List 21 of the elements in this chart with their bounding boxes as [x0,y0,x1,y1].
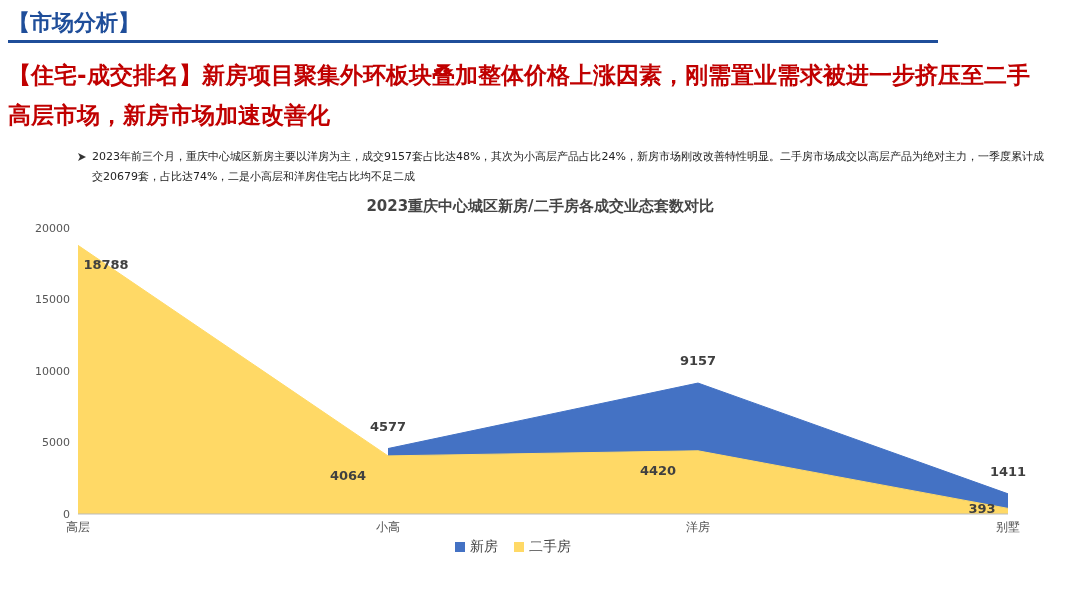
y-tick-label: 15000 [35,293,70,307]
y-tick-label: 10000 [35,364,70,378]
data-label: 9157 [679,353,717,369]
x-tick-label: 别墅 [996,519,1020,534]
data-label: 4577 [369,418,407,434]
data-label: 4064 [329,467,367,483]
data-label: 1411 [989,463,1027,479]
data-label: 393 [968,501,996,517]
y-tick-label: 20000 [35,221,70,235]
y-tick-label: 0 [63,507,70,521]
data-label: 4420 [639,462,677,478]
text: 【市场分析】 [8,8,938,43]
y-tick-label: 5000 [42,436,70,450]
legend-label: 二手房 [528,538,571,556]
x-tick-label: 洋房 [686,519,710,534]
text: 【住宅-成交排名】新房项目聚集外环板块叠加整体价格上涨因素，刚需置业需求被进一步挤压至二手高层市场，新房市场加速改善化 [8,61,1031,130]
legend-label: 新房 [469,538,498,556]
x-tick-label: 小高 [376,519,400,534]
text: 2023年前三个月，重庆中心城区新房主要以洋房为主，成交9157套占比达48%，其次为小高层产品占比24%，新房市场刚改改善特性明显。二手房市场成交以高层产品为绝对主力，一季度累计成交20679套，占比达74%，二是小高层和洋房住宅占比均不足二成 [91,149,1045,185]
chart-title: 2023重庆中心城区新房/二手房各成交业态套数对比 [365,197,715,216]
x-tick-label: 高层 [66,519,90,534]
